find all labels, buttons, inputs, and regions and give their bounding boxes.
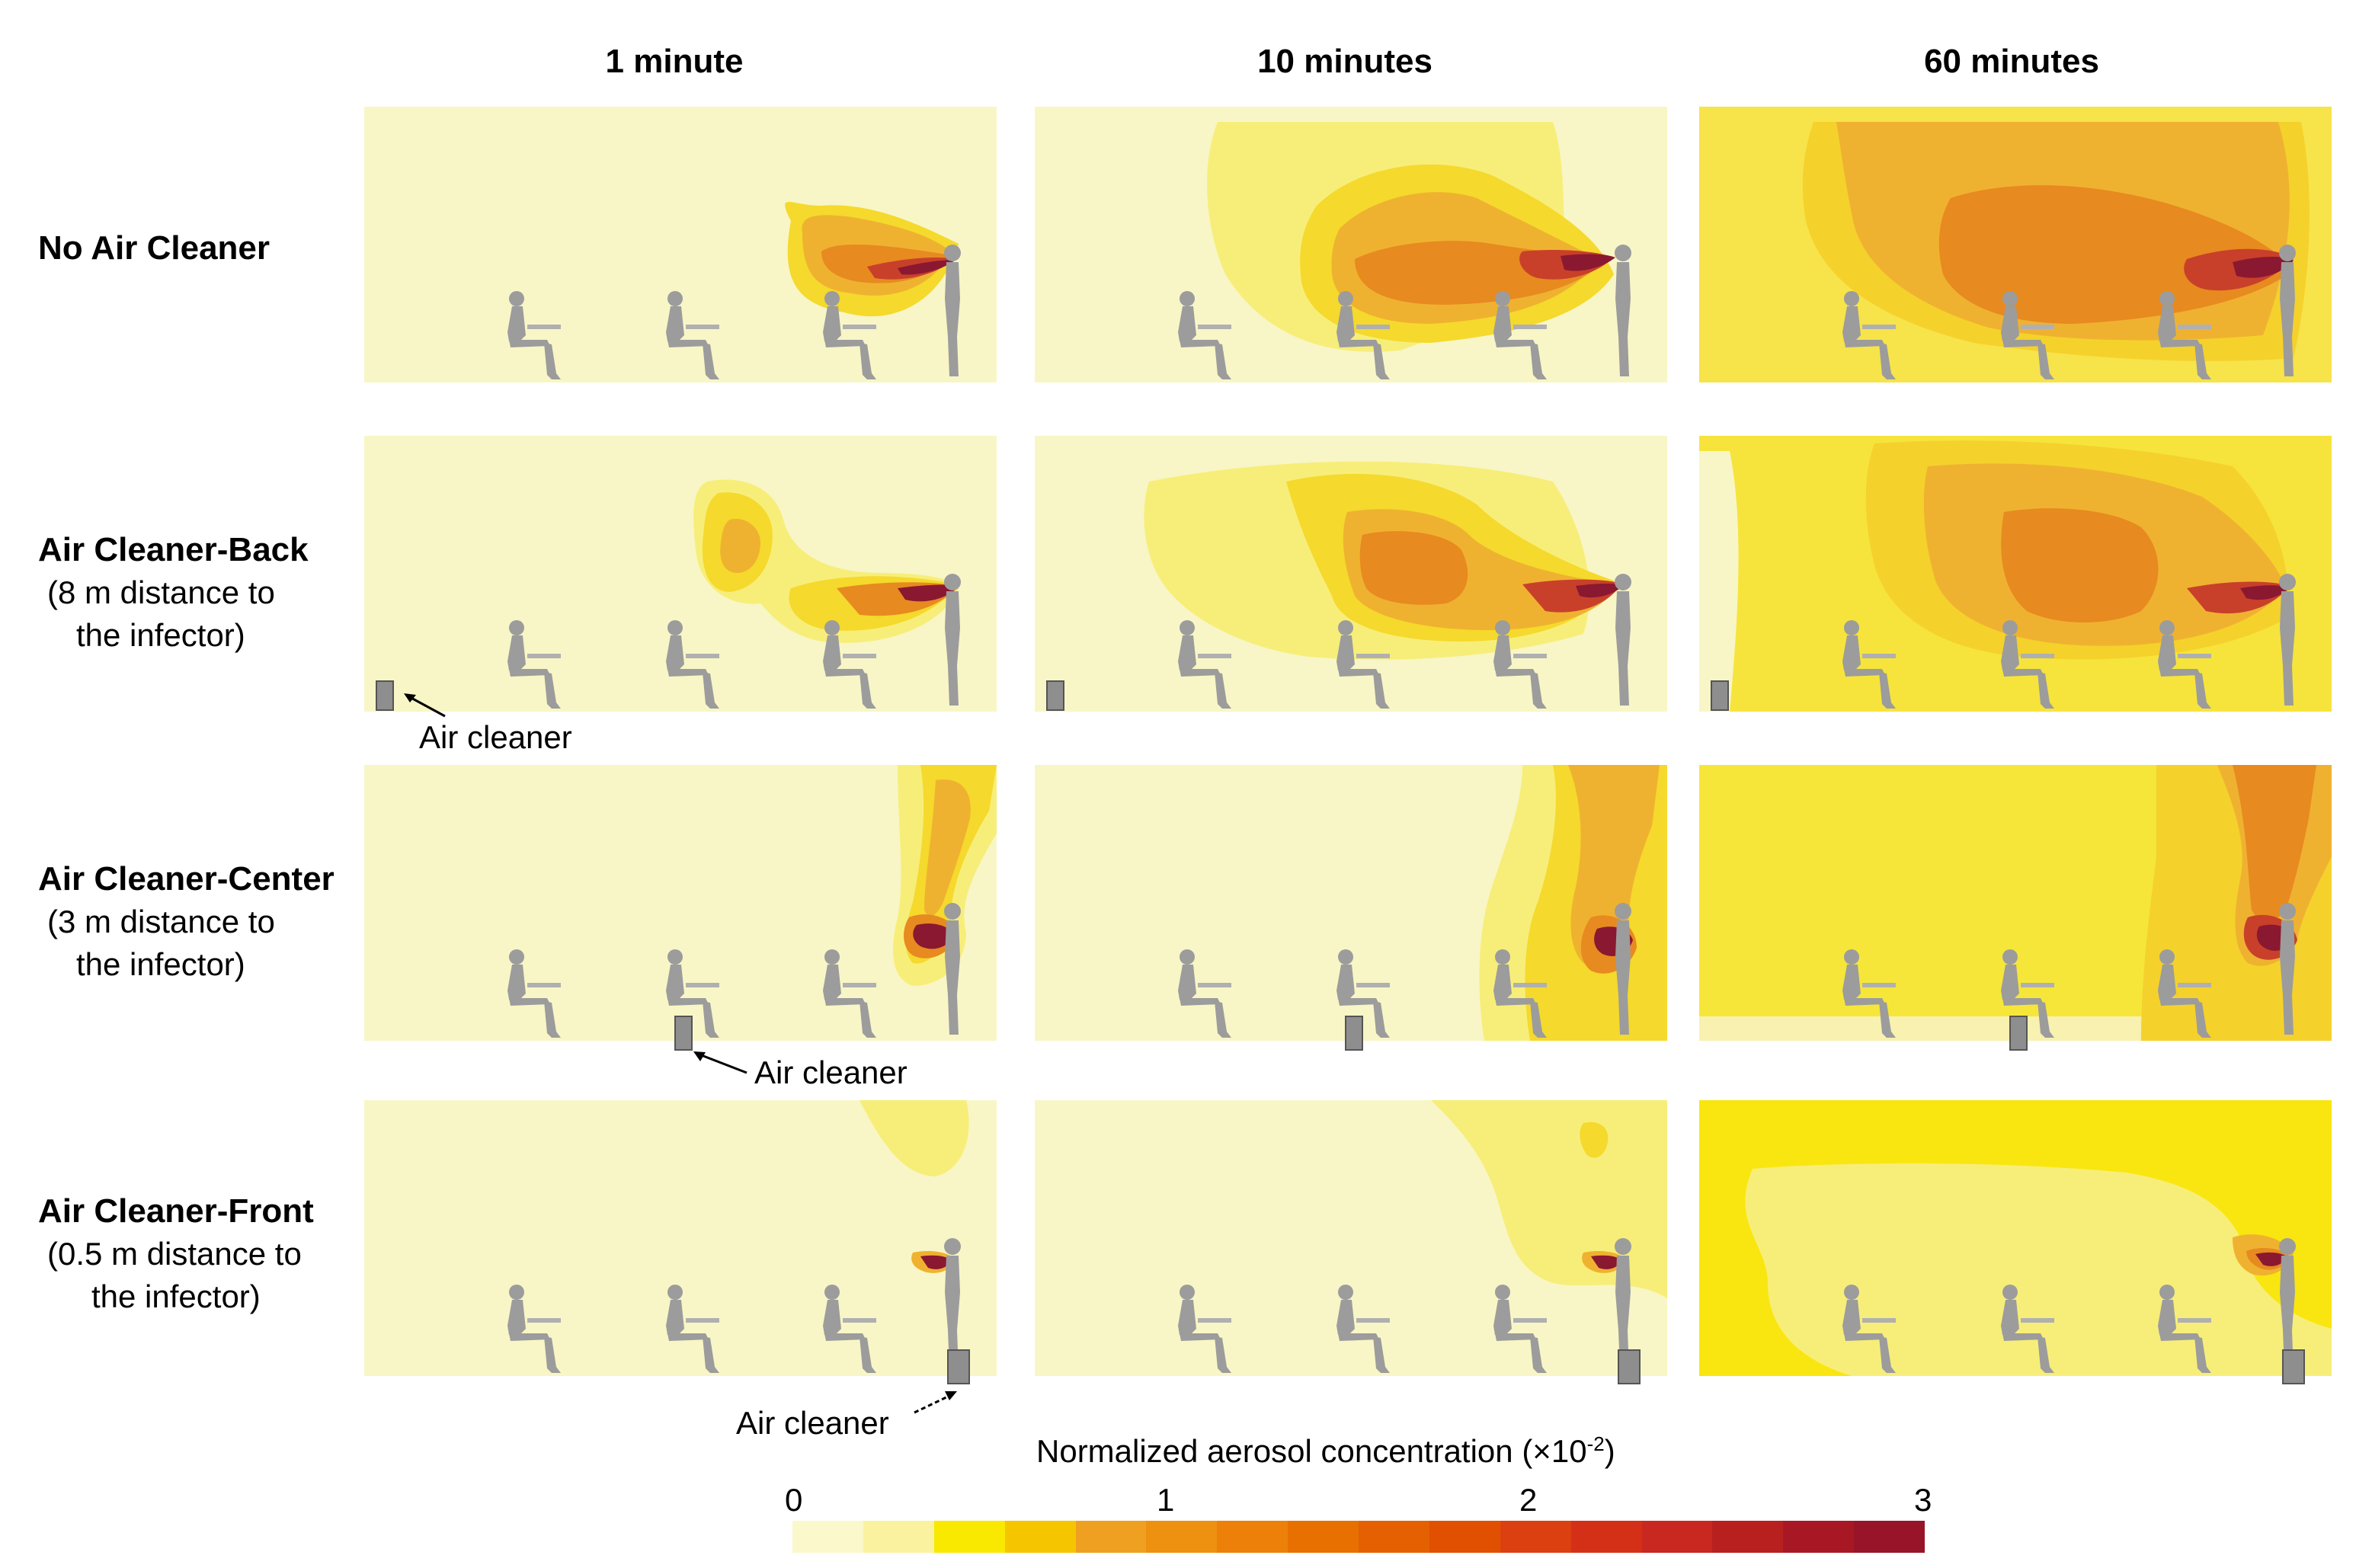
panel-no-cleaner-60min bbox=[1699, 107, 2332, 382]
colorbar-segment bbox=[1429, 1521, 1500, 1553]
panel-no-cleaner-10min bbox=[1035, 107, 1667, 382]
arrow-back bbox=[404, 693, 446, 718]
panel-center-10min bbox=[1035, 765, 1667, 1041]
row-title: Air Cleaner-Back bbox=[38, 531, 309, 568]
column-header-1-minute: 1 minute bbox=[605, 43, 744, 80]
row-subtitle-line1: (0.5 m distance to bbox=[47, 1236, 302, 1272]
row-subtitle-line2: the infector) bbox=[91, 1278, 261, 1314]
panel-back-60min bbox=[1699, 436, 2332, 712]
row-title: Air Cleaner-Front bbox=[38, 1192, 314, 1230]
row-label-no-air-cleaner: No Air Cleaner bbox=[38, 227, 358, 270]
colorbar-tick-0: 0 bbox=[785, 1482, 803, 1518]
panel-front-60min bbox=[1699, 1100, 2332, 1376]
panel-no-cleaner-1min bbox=[364, 107, 997, 382]
colorbar-segment bbox=[933, 1521, 1005, 1553]
colorbar-segment bbox=[1075, 1521, 1147, 1553]
row-label-air-cleaner-center: Air Cleaner-Center (3 m distance to the … bbox=[38, 858, 358, 986]
annotation-air-cleaner-back: Air cleaner bbox=[419, 719, 572, 755]
colorbar-title-text: Normalized aerosol concentration (×10 bbox=[1036, 1433, 1587, 1469]
colorbar-segment bbox=[1570, 1521, 1642, 1553]
colorbar-title: Normalized aerosol concentration (×10-2) bbox=[1036, 1432, 1615, 1470]
panel-front-10min bbox=[1035, 1100, 1667, 1376]
colorbar-segment bbox=[863, 1521, 934, 1553]
row-subtitle-line1: (3 m distance to bbox=[47, 904, 275, 939]
annotation-air-cleaner-center: Air cleaner bbox=[754, 1054, 908, 1090]
row-title: Air Cleaner-Center bbox=[38, 860, 335, 898]
panel-back-1min bbox=[364, 436, 997, 712]
colorbar-segment bbox=[1004, 1521, 1076, 1553]
panel-center-1min bbox=[364, 765, 997, 1041]
row-label-air-cleaner-front: Air Cleaner-Front (0.5 m distance to the… bbox=[38, 1190, 358, 1318]
colorbar-segment bbox=[1217, 1521, 1288, 1553]
colorbar-segment bbox=[1783, 1521, 1855, 1553]
colorbar-tick-1: 1 bbox=[1157, 1482, 1175, 1518]
colorbar-segment bbox=[1146, 1521, 1218, 1553]
row-subtitle-line1: (8 m distance to bbox=[47, 574, 275, 610]
arrow-center bbox=[693, 1051, 747, 1074]
colorbar-segment bbox=[1288, 1521, 1359, 1553]
column-header-60-minutes: 60 minutes bbox=[1924, 43, 2099, 80]
row-subtitle-line2: the infector) bbox=[76, 617, 245, 653]
annotation-air-cleaner-front: Air cleaner bbox=[736, 1405, 889, 1441]
colorbar-title-end: ) bbox=[1604, 1433, 1615, 1469]
colorbar-segment bbox=[1641, 1521, 1713, 1553]
colorbar-tick-2: 2 bbox=[1519, 1482, 1538, 1518]
row-title: No Air Cleaner bbox=[38, 229, 270, 267]
arrow-front bbox=[914, 1391, 957, 1414]
colorbar-segment bbox=[1854, 1521, 1925, 1553]
column-header-10-minutes: 10 minutes bbox=[1257, 43, 1432, 80]
colorbar-segment bbox=[792, 1521, 863, 1553]
panel-back-10min bbox=[1035, 436, 1667, 712]
row-label-air-cleaner-back: Air Cleaner-Back (8 m distance to the in… bbox=[38, 529, 358, 657]
colorbar-title-exponent: -2 bbox=[1586, 1432, 1605, 1455]
colorbar-segment bbox=[1359, 1521, 1429, 1553]
colorbar-segment bbox=[1500, 1521, 1571, 1553]
colorbar-tick-3: 3 bbox=[1914, 1482, 1932, 1518]
panel-front-1min bbox=[364, 1100, 997, 1376]
row-subtitle-line2: the infector) bbox=[76, 946, 245, 982]
panel-center-60min bbox=[1699, 765, 2332, 1041]
colorbar bbox=[792, 1521, 1925, 1553]
colorbar-segment bbox=[1712, 1521, 1784, 1553]
